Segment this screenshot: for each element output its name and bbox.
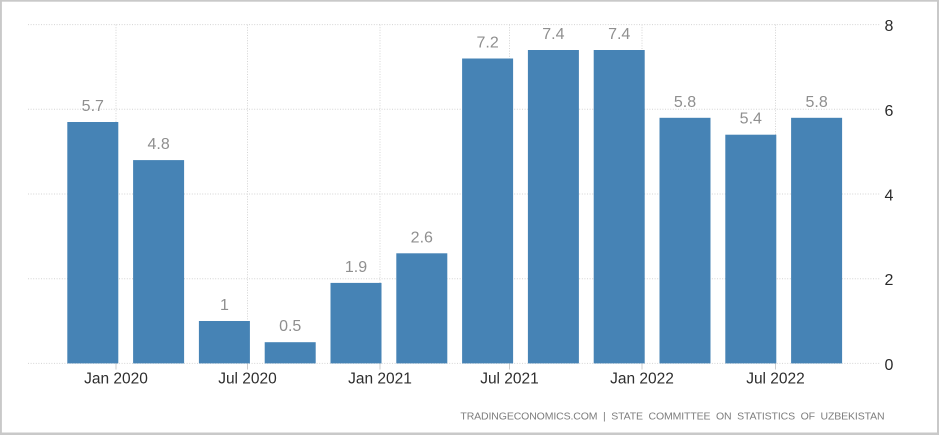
- svg-text:4.8: 4.8: [147, 136, 169, 153]
- svg-text:0.5: 0.5: [279, 318, 301, 335]
- svg-text:8: 8: [885, 18, 894, 35]
- svg-text:7.2: 7.2: [476, 35, 498, 52]
- svg-text:Jan 2020: Jan 2020: [84, 371, 148, 388]
- svg-text:6: 6: [885, 103, 894, 120]
- svg-text:7.4: 7.4: [608, 26, 630, 43]
- svg-text:0: 0: [885, 357, 894, 374]
- svg-text:TRADINGECONOMICS.COM | STATE: TRADINGECONOMICS.COM | STATE COMMITTEE O…: [460, 411, 885, 423]
- svg-text:Jul 2020: Jul 2020: [218, 371, 277, 388]
- svg-text:5.8: 5.8: [805, 94, 827, 111]
- svg-text:1: 1: [220, 297, 229, 314]
- svg-text:Jul 2021: Jul 2021: [480, 371, 539, 388]
- svg-text:2.6: 2.6: [411, 229, 433, 246]
- svg-text:5.8: 5.8: [674, 94, 696, 111]
- svg-text:5.4: 5.4: [740, 111, 762, 128]
- svg-text:7.4: 7.4: [542, 26, 564, 43]
- svg-text:Jul 2022: Jul 2022: [746, 371, 805, 388]
- svg-text:4: 4: [885, 188, 894, 205]
- svg-text:Jan 2022: Jan 2022: [610, 371, 674, 388]
- svg-text:Jan 2021: Jan 2021: [348, 371, 412, 388]
- svg-text:2: 2: [885, 272, 894, 289]
- svg-text:5.7: 5.7: [82, 98, 104, 115]
- svg-text:1.9: 1.9: [345, 259, 367, 276]
